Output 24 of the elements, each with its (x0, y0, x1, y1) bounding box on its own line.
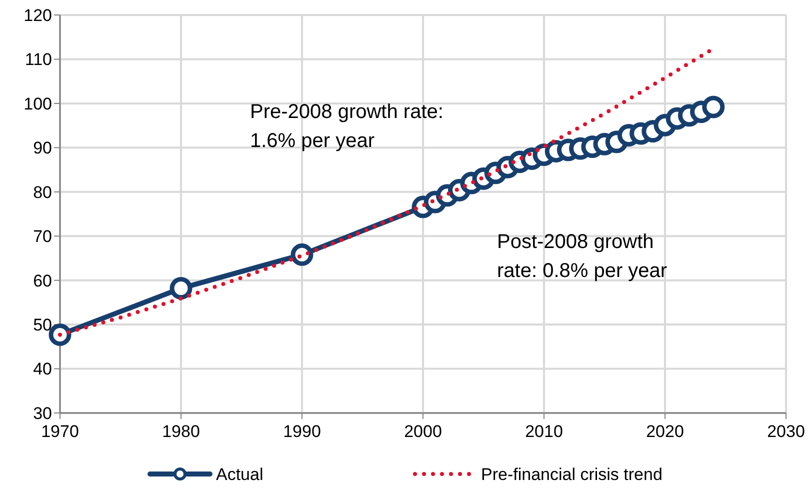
x-tick-label: 2020 (646, 422, 684, 441)
annotation: Post-2008 growth rate: 0.8% per year (497, 231, 668, 282)
y-tick-label: 90 (33, 138, 52, 158)
y-tick-label: 40 (33, 360, 52, 379)
y-tick-label: 30 (33, 404, 52, 423)
y-tick-label: 50 (33, 316, 52, 335)
y-tick-label: 80 (33, 182, 52, 202)
y-tick-label: 120 (24, 6, 52, 25)
point (290, 243, 314, 266)
legend-label: Pre-financial crisis trend (481, 464, 662, 484)
y-tick-label: 100 (24, 94, 52, 114)
x-tick-label: 1990 (283, 422, 321, 441)
y-tick-label: 110 (24, 50, 52, 70)
x-tick-label: 1970 (41, 422, 79, 441)
x-tick-label: 2030 (767, 422, 805, 441)
x-tick-label: 2010 (525, 422, 563, 441)
y-tick-label: 60 (33, 271, 52, 290)
annotation: Pre-2008 growth rate: 1.6% per year (250, 101, 444, 152)
x-tick-label: 1980 (162, 422, 200, 441)
x-tick-label: 2000 (404, 422, 442, 441)
legend-label: Actual (216, 464, 264, 484)
y-tick-label: 70 (33, 227, 52, 246)
point (170, 277, 192, 300)
point (702, 96, 725, 118)
